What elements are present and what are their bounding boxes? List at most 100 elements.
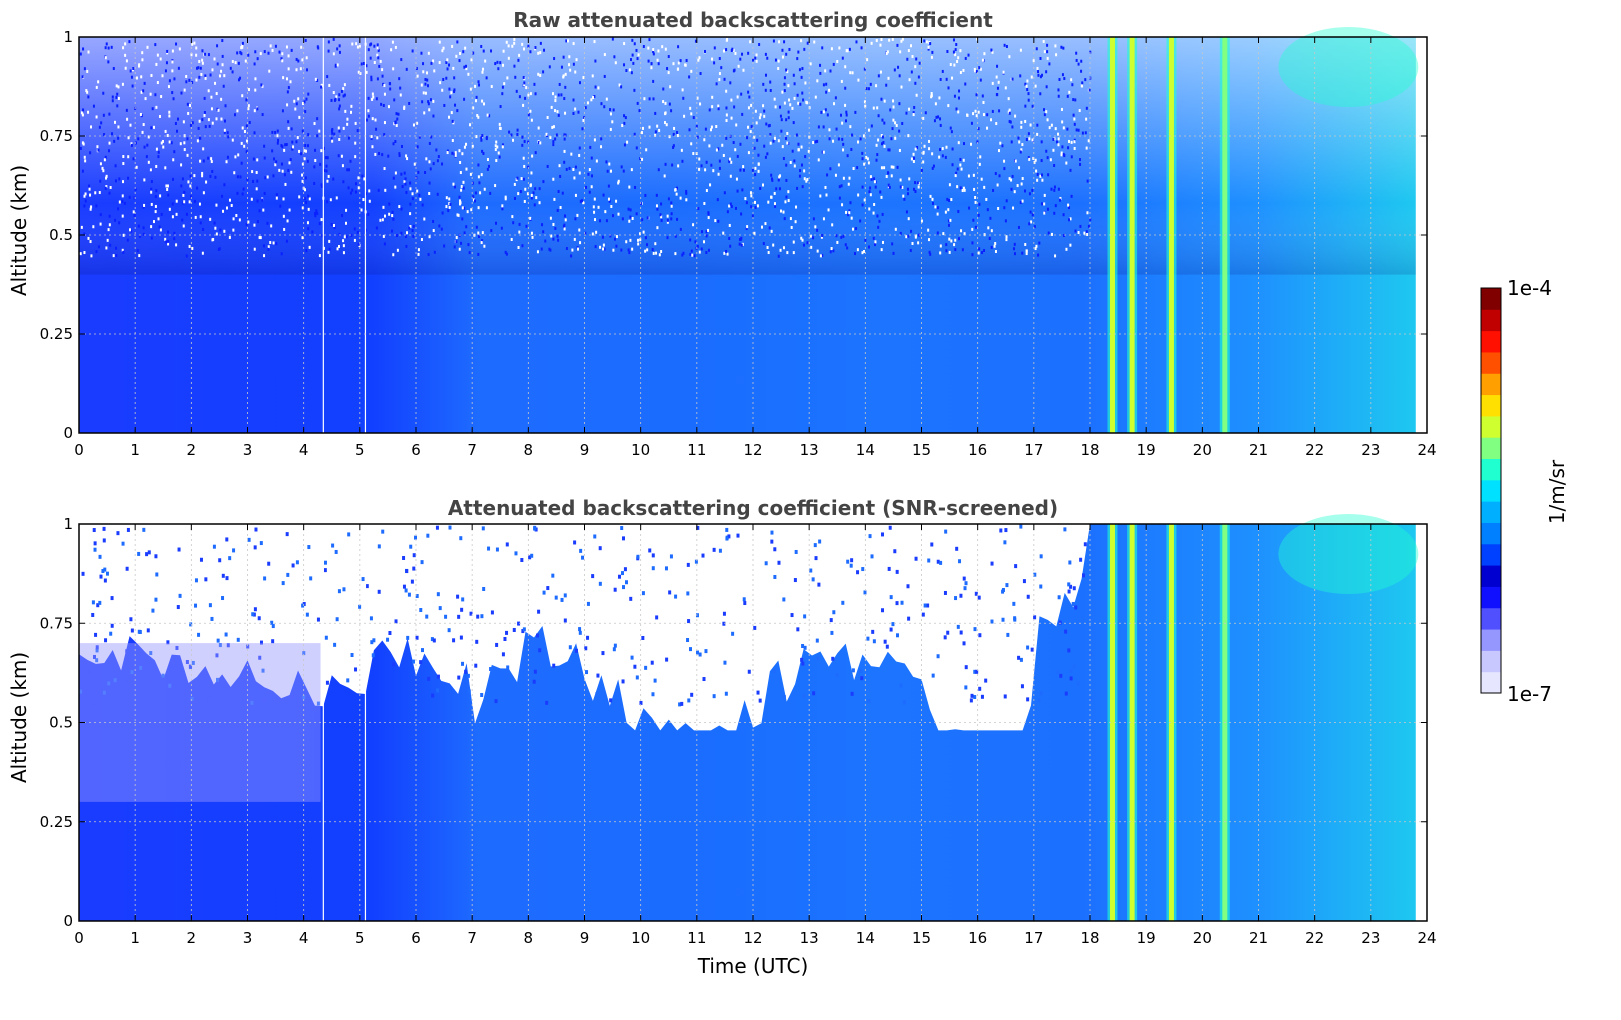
colorbar-segment <box>1481 309 1501 332</box>
x-tick-label: 3 <box>243 929 253 947</box>
heatmap-noise <box>79 37 1092 258</box>
x-tick-label: 2 <box>187 929 197 947</box>
x-tick-label: 0 <box>74 441 84 459</box>
x-tick-label: 18 <box>1080 441 1099 459</box>
colorbar-segment <box>1481 629 1501 651</box>
x-tick-label: 24 <box>1417 929 1436 947</box>
colorbar-segment <box>1481 415 1501 438</box>
colorbar-segment <box>1481 607 1501 630</box>
x-tick-label: 23 <box>1361 929 1380 947</box>
y-tick-label: 0.75 <box>40 614 73 632</box>
y-tick-label: 0.25 <box>40 325 73 343</box>
bright-band <box>1107 524 1118 921</box>
colorbar-segment <box>1481 543 1501 566</box>
x-tick-label: 5 <box>355 441 365 459</box>
y-tick-label: 0.5 <box>49 714 73 732</box>
x-tick-label: 19 <box>1137 441 1156 459</box>
x-tick-label: 15 <box>912 441 931 459</box>
x-tick-label: 12 <box>743 929 762 947</box>
x-tick-label: 20 <box>1193 929 1212 947</box>
x-tick-label: 13 <box>800 441 819 459</box>
x-tick-label: 3 <box>243 441 253 459</box>
x-tick-label: 0 <box>74 929 84 947</box>
colorbar-segment <box>1481 288 1501 310</box>
colorbar-frame <box>1480 287 1502 694</box>
upper-right-cyan <box>1278 514 1419 594</box>
x-tick-label: 9 <box>580 441 590 459</box>
x-tick-label: 1 <box>130 441 140 459</box>
colorbar-segment <box>1481 330 1501 353</box>
x-tick-label: 4 <box>299 441 309 459</box>
x-tick-label: 6 <box>411 441 421 459</box>
colorbar-segment <box>1481 373 1501 396</box>
screened-region <box>79 524 1090 731</box>
bright-band <box>1127 37 1138 433</box>
upper-right-cyan <box>1278 27 1419 107</box>
x-tick-label: 8 <box>524 929 534 947</box>
x-tick-label: 13 <box>800 929 819 947</box>
x-tick-label: 11 <box>687 929 706 947</box>
x-tick-label: 1 <box>130 929 140 947</box>
x-tick-label: 22 <box>1305 929 1324 947</box>
colorbar-segment <box>1481 671 1501 694</box>
colorbar-segment <box>1481 501 1501 523</box>
colorbar-segment <box>1481 458 1501 481</box>
y-tick-label: 0 <box>63 912 73 930</box>
x-tick-label: 21 <box>1249 929 1268 947</box>
colorbar-segment <box>1481 351 1501 374</box>
gridlines <box>79 524 1427 921</box>
colorbar-segment <box>1481 522 1501 545</box>
x-tick-label: 15 <box>912 929 931 947</box>
bright-band <box>1107 37 1118 433</box>
x-tick-label: 18 <box>1080 929 1099 947</box>
x-tick-label: 23 <box>1361 441 1380 459</box>
x-tick-label: 22 <box>1305 441 1324 459</box>
heatmap-noise-fade <box>79 37 1416 275</box>
x-tick-label: 7 <box>467 929 477 947</box>
y-tick-label: 0.75 <box>40 127 73 145</box>
panel-2: 0 1 2 3 4 5 6 7 8 9 10 11 12 13 14 15 16 17 18 19 20 21 22 23 24… <box>40 514 1437 947</box>
x-tick-label: 10 <box>631 441 650 459</box>
y-tick-label: 0.5 <box>49 226 73 244</box>
colorbar-segment <box>1481 437 1501 460</box>
x-tick-label: 11 <box>687 441 706 459</box>
x-tick-label: 17 <box>1024 441 1043 459</box>
panel-1: 0 1 2 3 4 5 6 7 8 9 10 11 12 13 14 15 16 17 18 19 20 21 22 23 24… <box>40 27 1437 459</box>
x-tick-label: 7 <box>467 441 477 459</box>
screened-specks <box>79 524 1093 707</box>
x-axis-label: Time (UTC) <box>697 954 809 978</box>
x-tick-label: 8 <box>524 441 534 459</box>
colorbar-segment <box>1481 565 1501 587</box>
x-tick-label: 10 <box>631 929 650 947</box>
x-tick-label: 16 <box>968 929 987 947</box>
x-tick-label: 16 <box>968 441 987 459</box>
x-tick-label: 20 <box>1193 441 1212 459</box>
x-tick-label: 17 <box>1024 929 1043 947</box>
colorbar-segment <box>1481 394 1501 417</box>
x-tick-label: 21 <box>1249 441 1268 459</box>
y-tick-label: 0.25 <box>40 813 73 831</box>
x-tick-label: 24 <box>1417 441 1436 459</box>
y-tick-label: 1 <box>63 28 73 46</box>
panel2-title: Attenuated backscattering coefficient (S… <box>447 496 1059 520</box>
y-tick-label: 0 <box>63 424 73 442</box>
x-tick-label: 12 <box>743 441 762 459</box>
bright-band <box>1166 37 1177 433</box>
bright-band <box>1127 524 1138 921</box>
bright-band <box>1166 524 1177 921</box>
colorbar-segment <box>1481 586 1501 609</box>
x-tick-label: 2 <box>187 441 197 459</box>
colorbar-max-label: 1e-4 <box>1507 276 1552 300</box>
x-tick-label: 19 <box>1137 929 1156 947</box>
x-tick-label: 4 <box>299 929 309 947</box>
x-tick-label: 9 <box>580 929 590 947</box>
x-tick-label: 5 <box>355 929 365 947</box>
x-tick-label: 6 <box>411 929 421 947</box>
y-tick-label: 1 <box>63 515 73 533</box>
gridlines <box>79 37 1427 433</box>
colorbar-segment <box>1481 479 1501 502</box>
x-tick-label: 14 <box>856 441 875 459</box>
colorbar-min-label: 1e-7 <box>1507 682 1552 706</box>
panel1-title: Raw attenuated backscattering coefficien… <box>513 8 993 32</box>
